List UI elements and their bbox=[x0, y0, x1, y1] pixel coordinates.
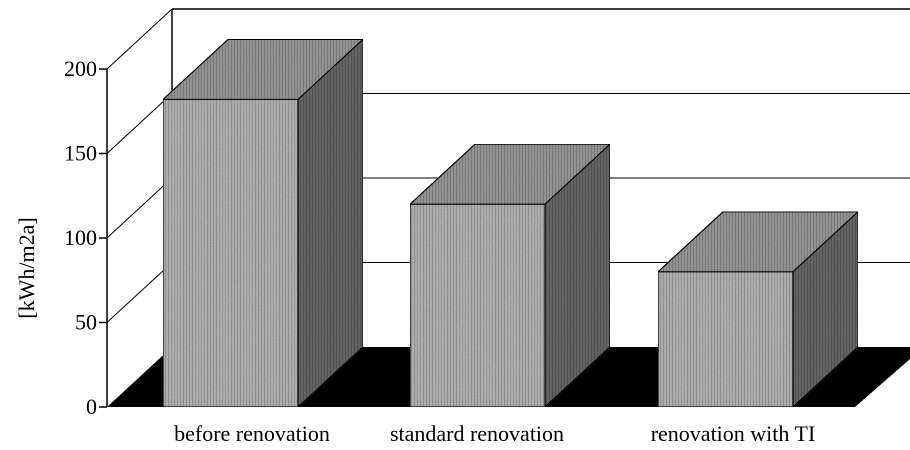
y-axis-title: [kWh/m2a] bbox=[14, 217, 39, 318]
bar-front-texture bbox=[410, 204, 545, 407]
bar-front-texture bbox=[658, 271, 793, 407]
bar-top-texture bbox=[658, 211, 858, 272]
category-labels: before renovation standard renovation reno… bbox=[174, 421, 815, 446]
bar-side-texture bbox=[545, 144, 610, 407]
bar-side-texture bbox=[298, 39, 363, 408]
y-tick-label: 150 bbox=[64, 141, 97, 166]
bar bbox=[656, 210, 860, 409]
bar bbox=[161, 38, 365, 409]
grid-line-side bbox=[106, 93, 173, 154]
y-tick-label: 100 bbox=[64, 225, 97, 250]
grid-line-side bbox=[106, 262, 173, 323]
bar bbox=[408, 142, 612, 409]
y-tick-label: 0 bbox=[86, 394, 97, 419]
x-category-label: standard renovation bbox=[390, 421, 564, 446]
grid-line-side bbox=[106, 177, 173, 239]
bar-front-texture bbox=[163, 99, 298, 408]
bar-top-texture bbox=[163, 39, 363, 100]
grid-line-side bbox=[106, 8, 173, 70]
y-tick-label: 50 bbox=[75, 310, 97, 335]
bar-side-texture bbox=[793, 211, 858, 407]
x-category-label: renovation with TI bbox=[651, 421, 816, 446]
y-tick-label: 200 bbox=[64, 56, 97, 81]
y-axis: 0 50 100 150 200 bbox=[64, 56, 108, 419]
bars bbox=[161, 38, 860, 409]
x-category-label: before renovation bbox=[174, 421, 330, 446]
bar-top-texture bbox=[410, 144, 610, 205]
